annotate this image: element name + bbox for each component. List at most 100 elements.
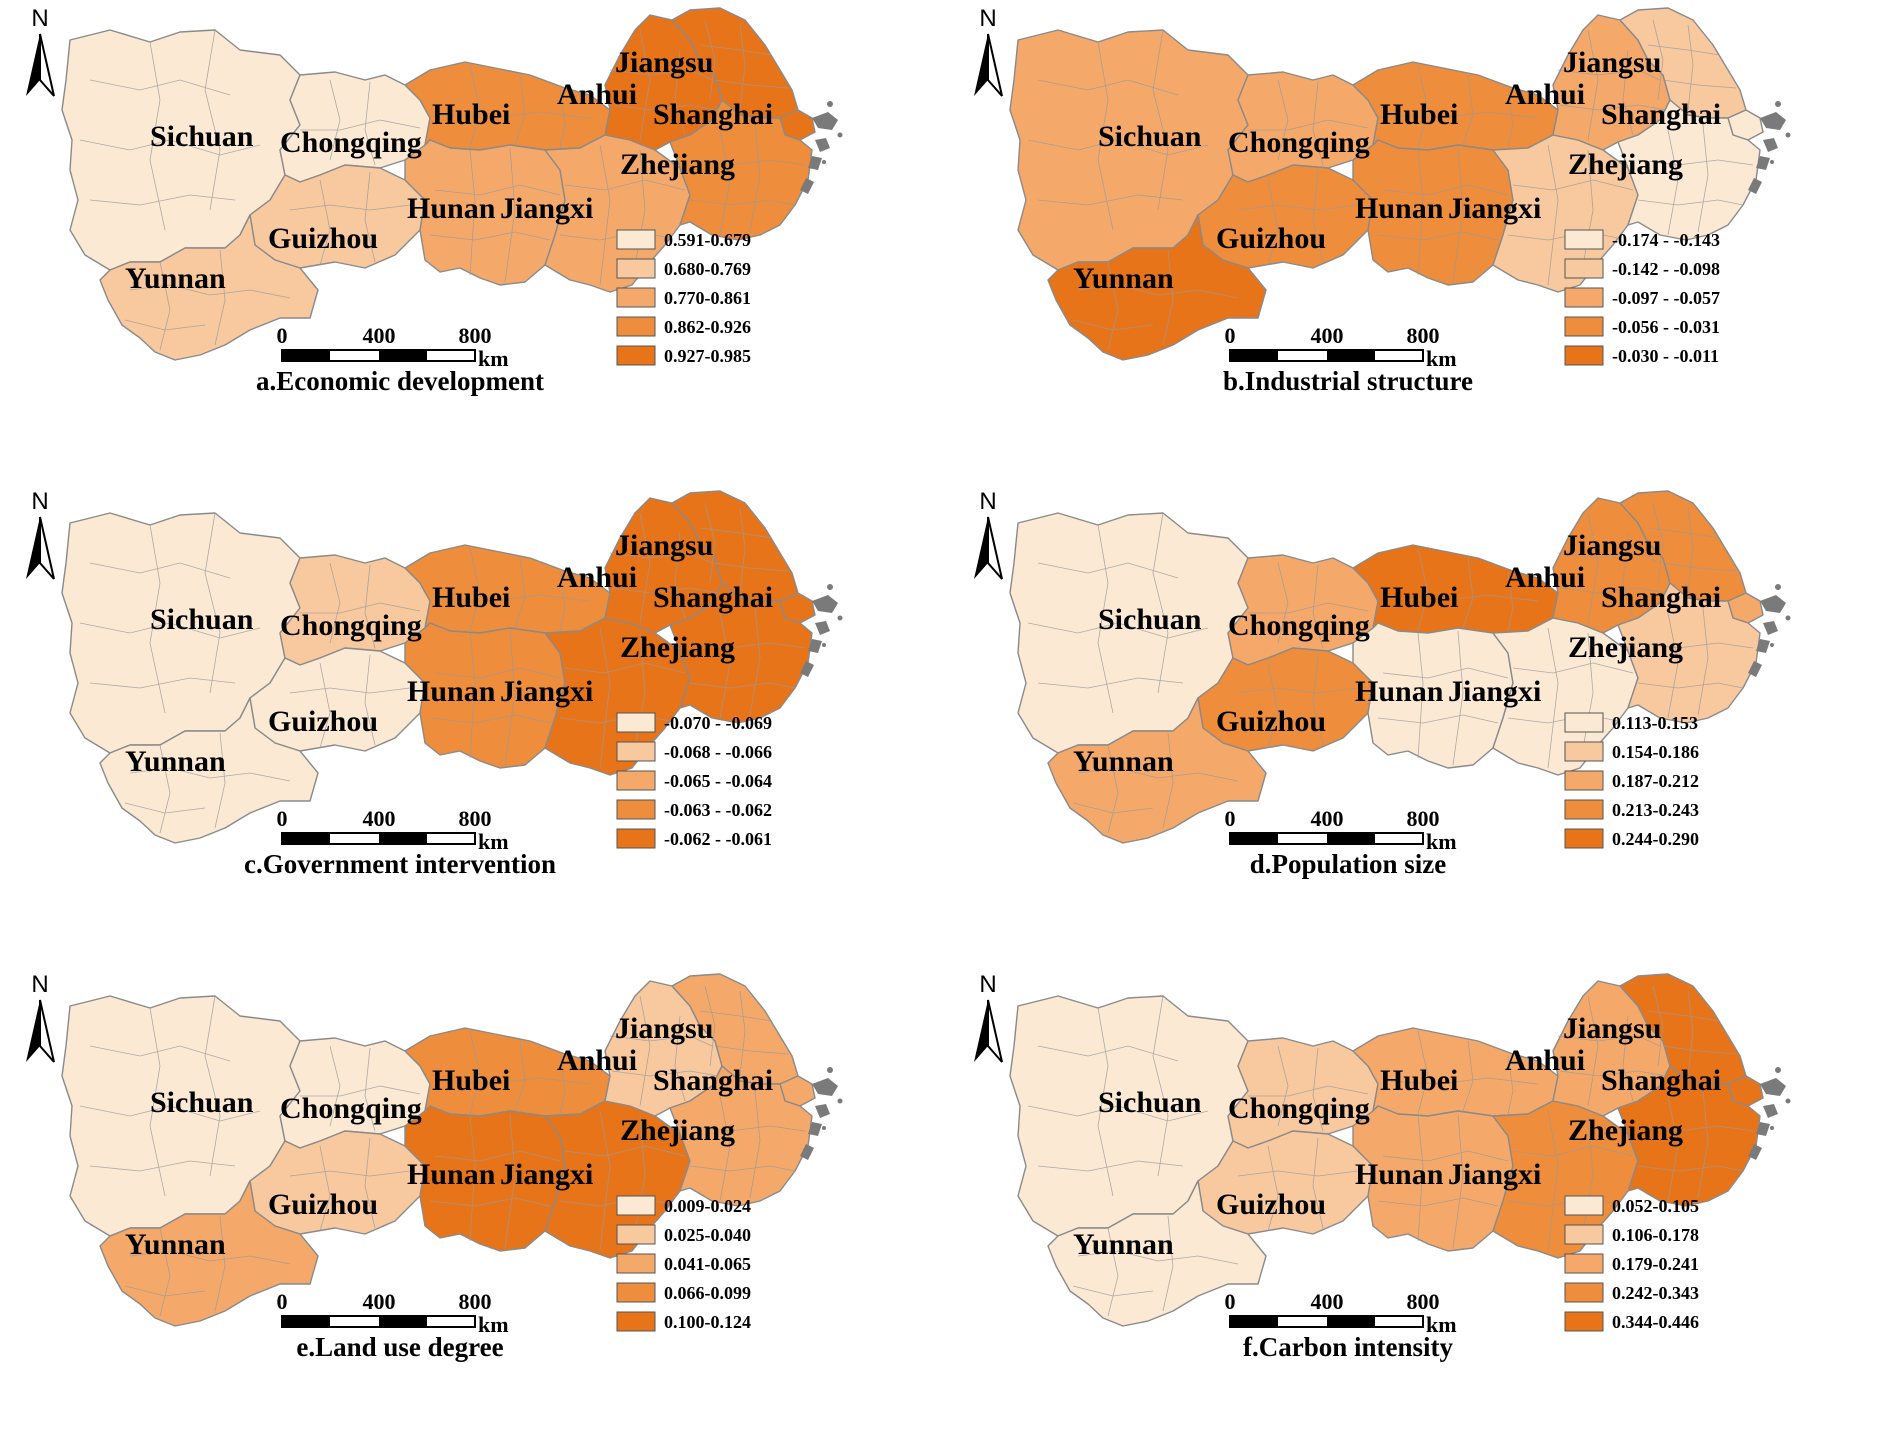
legend-item: 0.041-0.065 [616,1253,751,1274]
province-chongqing [279,1037,431,1149]
label-guizhou: Guizhou [1216,222,1326,255]
province-jiangsu [1619,490,1747,602]
scale-tick-400: 400 [363,806,396,831]
map-panel-d: N [948,483,1896,966]
north-label: N [31,5,48,32]
scale-tick-0: 0 [277,1289,288,1314]
province-labels: Sichuan Chongqing Hubei Anhui Jiangsu Sh… [1073,1012,1721,1261]
legend-label: 0.242-0.343 [1612,1283,1699,1303]
legend-label: 0.052-0.105 [1612,1196,1699,1216]
scale-bar: 0 400 800 km [277,806,509,854]
label-yunnan: Yunnan [1073,262,1174,295]
legend-item: -0.030 - -0.011 [1564,345,1719,366]
scale-tick-800: 800 [459,1289,492,1314]
legend-label: 0.927-0.985 [664,346,751,366]
label-jiangsu: Jiangsu [1563,46,1661,79]
map-panel-a: N [0,0,948,483]
legend-label: 0.100-0.124 [664,1312,751,1332]
province-yunnan [99,214,319,361]
city-boundaries [1027,502,1754,834]
province-labels: Sichuan Chongqing Hubei Anhui Jiangsu Sh… [1073,46,1721,295]
label-chongqing: Chongqing [280,126,422,159]
legend-label: -0.056 - -0.031 [1612,317,1720,337]
label-hubei: Hubei [1380,98,1458,131]
scale-tick-800: 800 [1407,806,1440,831]
legend: 0.009-0.024 0.025-0.040 0.041-0.065 0.06… [616,1195,751,1332]
legend-item: 0.113-0.153 [1564,712,1698,733]
scale-tick-400: 400 [1311,1289,1344,1314]
label-chongqing: Chongqing [1228,609,1370,642]
province-chongqing [1227,1037,1379,1149]
coastal-islands [1748,1067,1791,1160]
label-jiangxi: Jiangxi [500,675,593,708]
label-shanghai: Shanghai [653,98,773,131]
legend-label: 0.113-0.153 [1612,713,1698,733]
province-jiangsu [1619,7,1747,119]
city-boundaries [79,19,806,351]
panel-caption: e.Land use degree [296,1332,503,1362]
province-labels: Sichuan Chongqing Hubei Anhui Jiangsu Sh… [125,1012,773,1261]
label-shanghai: Shanghai [1601,98,1721,131]
label-anhui: Anhui [1505,78,1585,111]
label-hubei: Hubei [432,1064,510,1097]
map-panel-b: N [948,0,1896,483]
province-layer [1009,7,1764,361]
label-yunnan: Yunnan [125,745,226,778]
province-yunnan [99,697,319,844]
label-hubei: Hubei [432,581,510,614]
legend-label: 0.680-0.769 [664,259,751,279]
label-jiangsu: Jiangsu [615,529,713,562]
label-zhejiang: Zhejiang [1568,631,1683,664]
north-label: N [979,488,996,515]
province-yunnan [99,1180,319,1327]
scale-bar: 0 400 800 km [1225,806,1457,854]
panel-caption: c.Government intervention [244,849,556,879]
map-panel-e: N [0,966,948,1449]
province-layer [1009,973,1764,1327]
city-boundaries [79,985,806,1317]
label-guizhou: Guizhou [268,222,378,255]
legend-label: 0.187-0.212 [1612,771,1699,791]
legend-item: 0.154-0.186 [1564,741,1699,762]
label-hunan: Hunan [407,1158,496,1191]
label-jiangxi: Jiangxi [500,192,593,225]
scale-tick-0: 0 [1225,1289,1236,1314]
label-jiangsu: Jiangsu [1563,529,1661,562]
label-shanghai: Shanghai [653,1064,773,1097]
province-layer [61,7,816,361]
legend-label: -0.063 - -0.062 [664,800,772,820]
label-zhejiang: Zhejiang [1568,1114,1683,1147]
label-jiangxi: Jiangxi [1448,675,1541,708]
province-labels: Sichuan Chongqing Hubei Anhui Jiangsu Sh… [125,529,773,778]
scale-tick-400: 400 [1311,806,1344,831]
province-chongqing [1227,71,1379,183]
province-hunan [404,622,566,769]
province-hunan [404,1105,566,1252]
legend-item: -0.142 - -0.098 [1564,258,1720,279]
panel-caption: d.Population size [1250,849,1447,879]
legend-item: 0.927-0.985 [616,345,751,366]
legend-item: 0.770-0.861 [616,287,751,308]
label-jiangsu: Jiangsu [615,1012,713,1045]
scale-unit: km [1426,1312,1457,1337]
scale-bar: 0 400 800 km [1225,323,1457,371]
province-jiangsu [671,7,799,119]
coastal-islands [800,1067,843,1160]
legend-label: -0.068 - -0.066 [664,742,772,762]
north-arrow-icon: N [26,488,55,580]
label-zhejiang: Zhejiang [1568,148,1683,181]
label-chongqing: Chongqing [1228,126,1370,159]
scale-tick-400: 400 [1311,323,1344,348]
label-yunnan: Yunnan [1073,745,1174,778]
label-shanghai: Shanghai [1601,1064,1721,1097]
legend-item: 0.680-0.769 [616,258,751,279]
legend-label: -0.062 - -0.061 [664,829,772,849]
panel-caption: b.Industrial structure [1223,366,1473,396]
scale-tick-0: 0 [277,806,288,831]
legend-item: 0.242-0.343 [1564,1282,1699,1303]
legend-item: 0.862-0.926 [616,316,751,337]
legend-item: 0.009-0.024 [616,1195,751,1216]
legend: -0.174 - -0.143 -0.142 - -0.098 -0.097 -… [1564,229,1720,366]
map-panel-f: N [948,966,1896,1449]
legend-item: 0.344-0.446 [1564,1311,1699,1332]
